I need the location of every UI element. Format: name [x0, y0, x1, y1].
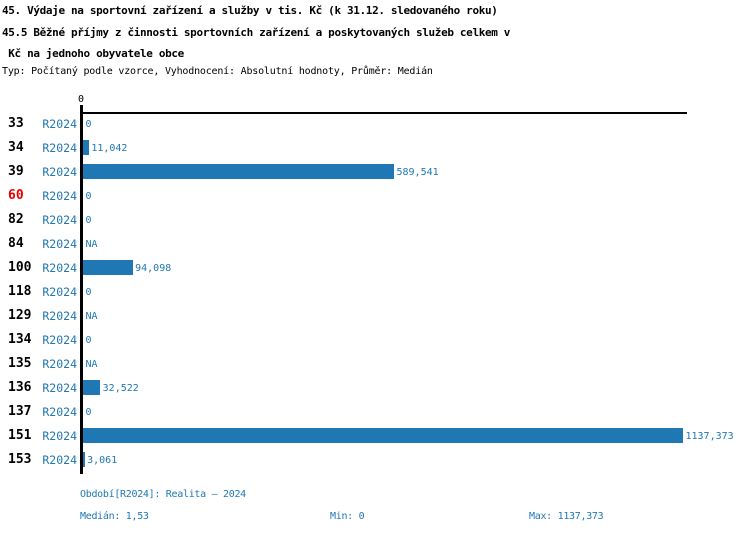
chart-row: 136 R2024 32,522 — [0, 376, 750, 400]
chart-title-line-1: 45. Výdaje na sportovní zařízení a služb… — [2, 4, 498, 17]
value-label: 0 — [85, 118, 92, 130]
chart-row: 153 R2024 3,061 — [0, 448, 750, 472]
category-label: 137 — [8, 403, 32, 419]
series-label: R2024 — [42, 356, 77, 371]
category-label: 84 — [8, 235, 24, 251]
value-label: 32,522 — [102, 382, 139, 394]
value-label: 0 — [85, 286, 92, 298]
category-label: 60 — [8, 187, 24, 203]
value-label: 0 — [85, 190, 92, 202]
series-label: R2024 — [42, 404, 77, 419]
chart-row: 84 R2024 NA — [0, 232, 750, 256]
chart-row: 34 R2024 11,042 — [0, 136, 750, 160]
category-label: 136 — [8, 379, 32, 395]
footer-period-label: Období[R2024]: Realita – 2024 — [80, 489, 246, 500]
category-label: 135 — [8, 355, 32, 371]
bar — [83, 452, 85, 467]
category-label: 153 — [8, 451, 32, 467]
series-label: R2024 — [42, 452, 77, 467]
chart-row: 60 R2024 0 — [0, 184, 750, 208]
series-label: R2024 — [42, 428, 77, 443]
category-label: 134 — [8, 331, 32, 347]
series-label: R2024 — [42, 212, 77, 227]
footer-min-label: Min: 0 — [330, 511, 365, 522]
value-label: NA — [85, 310, 98, 322]
chart-row: 134 R2024 0 — [0, 328, 750, 352]
category-label: 118 — [8, 283, 32, 299]
bar — [83, 428, 683, 443]
chart-row: 151 R2024 1137,373 — [0, 424, 750, 448]
footer-max-label: Max: 1137,373 — [529, 511, 604, 522]
bar — [83, 140, 89, 155]
chart-row: 129 R2024 NA — [0, 304, 750, 328]
category-label: 33 — [8, 115, 24, 131]
series-label: R2024 — [42, 188, 77, 203]
bar — [83, 164, 394, 179]
series-label: R2024 — [42, 140, 77, 155]
plot-top-border — [81, 112, 687, 114]
chart-row: 137 R2024 0 — [0, 400, 750, 424]
series-label: R2024 — [42, 164, 77, 179]
chart-row: 33 R2024 0 — [0, 112, 750, 136]
category-label: 129 — [8, 307, 32, 323]
series-label: R2024 — [42, 284, 77, 299]
chart-row: 135 R2024 NA — [0, 352, 750, 376]
category-label: 39 — [8, 163, 24, 179]
chart-title-line-2: 45.5 Běžné příjmy z činnosti sportovních… — [2, 26, 511, 39]
chart-row: 100 R2024 94,098 — [0, 256, 750, 280]
value-label: 0 — [85, 406, 92, 418]
y-axis-line — [80, 105, 83, 474]
chart-row: 82 R2024 0 — [0, 208, 750, 232]
chart-title-line-3: Kč na jednoho obyvatele obce — [2, 47, 184, 60]
series-label: R2024 — [42, 380, 77, 395]
value-label: 0 — [85, 334, 92, 346]
series-label: R2024 — [42, 332, 77, 347]
value-label: 3,061 — [87, 454, 118, 466]
value-label: 11,042 — [91, 142, 128, 154]
x-axis-tick-zero: 0 — [77, 94, 85, 105]
bar — [83, 260, 133, 275]
chart-meta-line: Typ: Počítaný podle vzorce, Vyhodnocení:… — [2, 66, 433, 77]
value-label: 94,098 — [135, 262, 172, 274]
category-label: 82 — [8, 211, 24, 227]
series-label: R2024 — [42, 308, 77, 323]
value-label: NA — [85, 358, 98, 370]
value-label: 1137,373 — [685, 430, 734, 442]
footer-median-label: Medián: 1,53 — [80, 511, 149, 522]
category-label: 34 — [8, 139, 24, 155]
series-label: R2024 — [42, 116, 77, 131]
series-label: R2024 — [42, 260, 77, 275]
bar — [83, 380, 101, 395]
category-label: 100 — [8, 259, 32, 275]
series-label: R2024 — [42, 236, 77, 251]
category-label: 151 — [8, 427, 32, 443]
chart-row: 118 R2024 0 — [0, 280, 750, 304]
value-label: 0 — [85, 214, 92, 226]
value-label: 589,541 — [396, 166, 439, 178]
chart-row: 39 R2024 589,541 — [0, 160, 750, 184]
value-label: NA — [85, 238, 98, 250]
